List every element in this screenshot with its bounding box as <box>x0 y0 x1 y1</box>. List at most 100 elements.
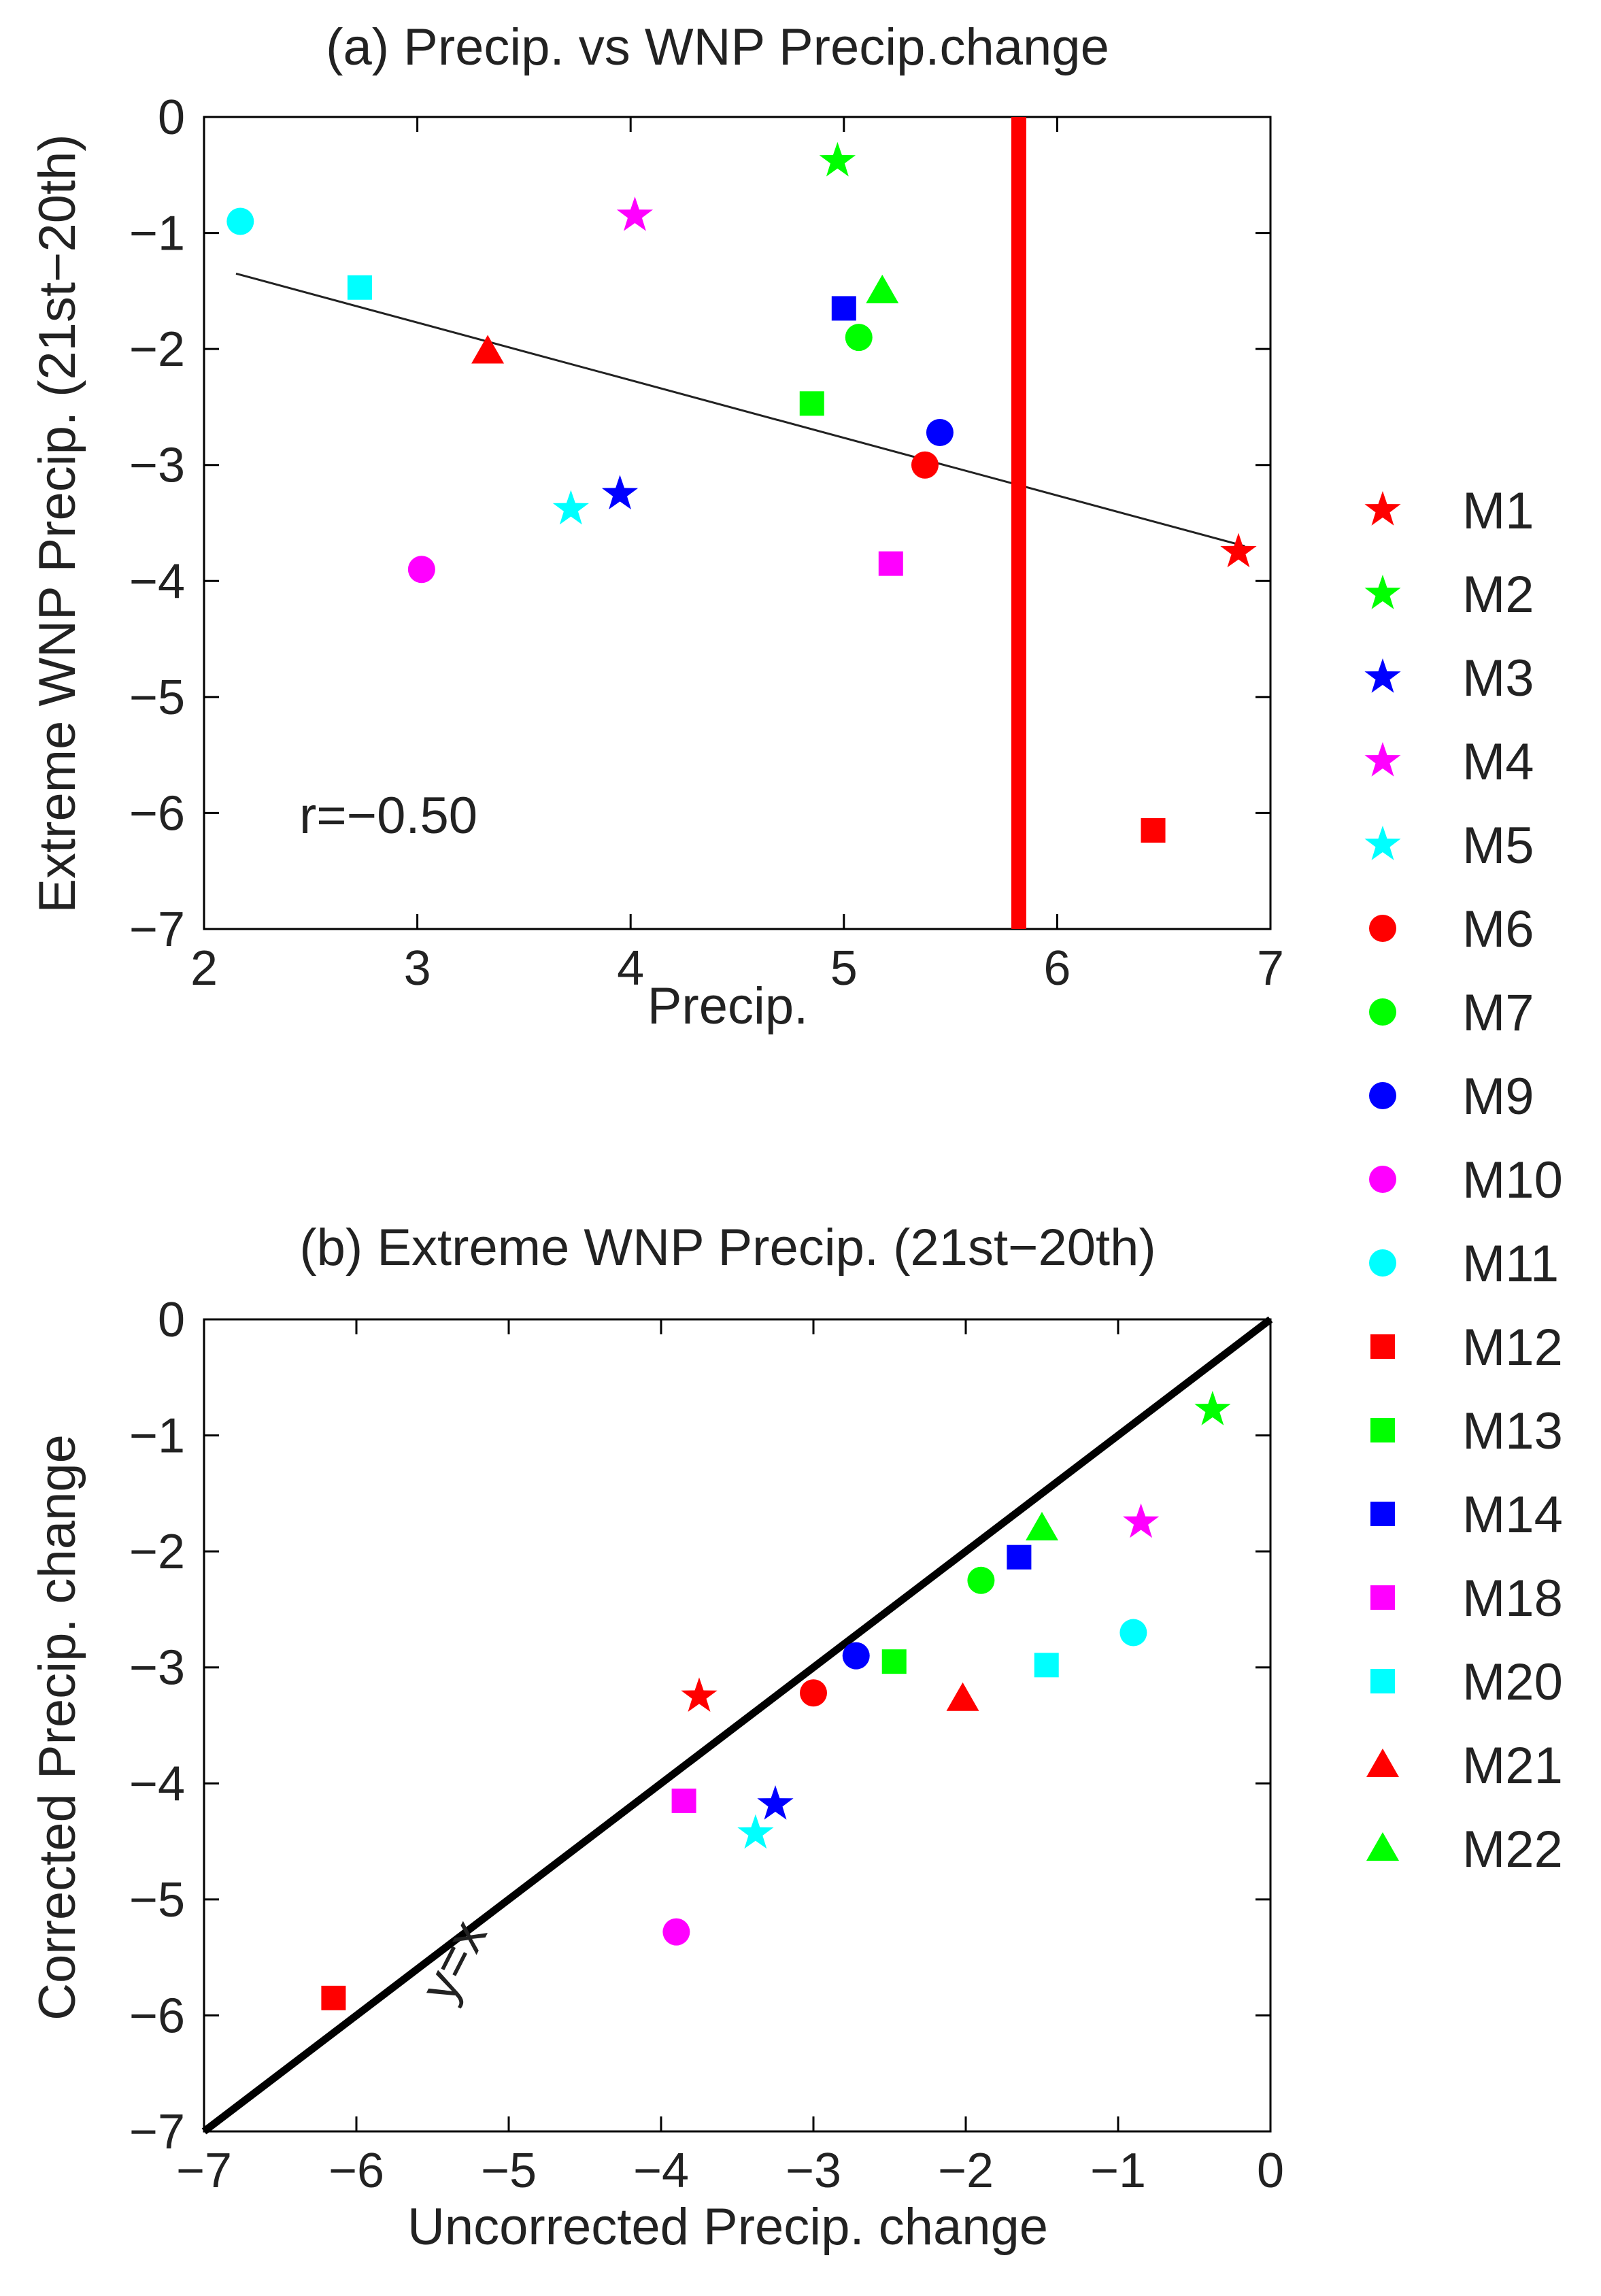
data-point-m9: M9 <box>842 1642 870 1670</box>
x-tick-label: −1 <box>1090 2144 1146 2198</box>
legend-label-m13: M13 <box>1462 1402 1563 1460</box>
data-point-m20: M20 <box>1034 1653 1059 1678</box>
data-point-m11: M11 <box>1119 1619 1147 1647</box>
legend-label-m2: M2 <box>1462 566 1534 624</box>
legend-label-m7: M7 <box>1462 984 1534 1042</box>
panel-a-points: M1 M2 M3 M4 M5 M6 M7 M9 M10 M11 M12 M13 M14 M18 M20 M21… <box>226 141 1257 843</box>
x-tick-label: 2 <box>190 941 218 996</box>
legend-label-m21: M21 <box>1462 1737 1563 1795</box>
y-tick-label: −1 <box>129 1409 185 1464</box>
data-point-m22: M22 <box>1026 1512 1058 1541</box>
legend-label-m14: M14 <box>1462 1486 1563 1544</box>
x-tick-label: 7 <box>1257 941 1284 996</box>
legend: M1 M2 M3 M4 M5 M6 M7 M9 M10 M11 M12 M13 M14 M18 M20 M21… <box>1364 482 1563 1878</box>
data-point-m1: M1 <box>681 1677 718 1712</box>
panel-b-lines <box>201 1316 1273 2135</box>
data-point-m21: M21 <box>471 335 505 364</box>
data-point-m3: M3 <box>601 475 639 509</box>
legend-label-m22: M22 <box>1462 1821 1563 1878</box>
legend-label-m18: M18 <box>1462 1570 1563 1627</box>
data-point-m20: M20 <box>347 275 372 300</box>
data-point-m18: M18 <box>878 551 903 576</box>
legend-label-m9: M9 <box>1462 1068 1534 1126</box>
y-tick-label: −3 <box>129 439 185 493</box>
data-point-m12: M12 <box>321 1985 346 2010</box>
y-tick-label: −2 <box>129 1525 185 1579</box>
data-point-m2: M2 <box>1194 1391 1231 1425</box>
legend-label-m1: M1 <box>1462 482 1534 540</box>
data-point-m12: M12 <box>1141 818 1166 843</box>
data-point-m2: M2 <box>819 141 856 177</box>
x-tick-label: 4 <box>617 941 644 996</box>
x-tick-label: −4 <box>633 2144 689 2198</box>
y-tick-label: −7 <box>129 2105 185 2159</box>
x-tick-label: 3 <box>404 941 431 996</box>
legend-marker-m11 <box>1369 1249 1396 1277</box>
data-point-m7: M7 <box>845 324 873 352</box>
identity-line-label: y=x <box>409 1911 498 2010</box>
data-point-m6: M6 <box>800 1679 827 1707</box>
legend-label-m4: M4 <box>1462 733 1534 791</box>
y-tick-label: 0 <box>158 90 185 145</box>
data-point-m9: M9 <box>926 418 954 446</box>
data-point-m6: M6 <box>911 451 939 479</box>
y-tick-label: −5 <box>129 671 185 725</box>
legend-marker-m6 <box>1369 915 1396 942</box>
panel-a-ylabel: Extreme WNP Precip. (21st−20th) <box>29 134 86 913</box>
data-point-m3: M3 <box>757 1785 794 1820</box>
data-point-m13: M13 <box>881 1649 907 1674</box>
y-tick-label: −6 <box>129 1989 185 2043</box>
x-tick-label: −5 <box>481 2144 537 2198</box>
identity-line <box>201 1316 1273 2135</box>
legend-label-m20: M20 <box>1462 1653 1563 1711</box>
panel-a: (a) Precip. vs WNP Precip.change 2 3 4 5 6 7 0… <box>29 18 1284 1035</box>
panel-b-xlabel: Uncorrected Precip. change <box>407 2198 1048 2256</box>
panel-a-title: (a) Precip. vs WNP Precip.change <box>326 18 1109 76</box>
legend-marker-m5 <box>1364 826 1401 860</box>
data-point-m13: M13 <box>799 391 824 416</box>
data-point-m10: M10 <box>407 556 435 584</box>
legend-label-m3: M3 <box>1462 649 1534 707</box>
x-tick-label: −6 <box>328 2144 384 2198</box>
data-point-m14: M14 <box>1007 1544 1032 1570</box>
legend-marker-m2 <box>1364 575 1401 609</box>
y-tick-label: −7 <box>129 902 185 957</box>
panel-b-title: (b) Extreme WNP Precip. (21st−20th) <box>299 1219 1156 1277</box>
data-point-m10: M10 <box>662 1918 690 1946</box>
data-point-m21: M21 <box>946 1682 979 1711</box>
legend-label-m6: M6 <box>1462 900 1534 958</box>
legend-marker-m3 <box>1364 658 1401 693</box>
data-point-m4: M4 <box>1123 1503 1160 1538</box>
legend-marker-m9 <box>1369 1082 1396 1109</box>
legend-marker-m7 <box>1369 998 1396 1026</box>
panel-b-plot-frame <box>203 1318 1272 2133</box>
y-tick-label: −1 <box>129 207 185 261</box>
panel-b: (b) Extreme WNP Precip. (21st−20th) −7 −6… <box>29 1219 1284 2256</box>
x-tick-label: −7 <box>176 2144 232 2198</box>
y-tick-label: 0 <box>158 1293 185 1347</box>
data-point-m18: M18 <box>671 1788 696 1813</box>
data-point-m22: M22 <box>866 274 899 303</box>
y-tick-label: −4 <box>129 554 185 609</box>
panel-a-xlabel: Precip. <box>647 977 809 1035</box>
legend-label-m11: M11 <box>1462 1235 1559 1293</box>
legend-marker-m12 <box>1370 1334 1395 1359</box>
legend-marker-m1 <box>1364 491 1401 526</box>
data-point-m7: M7 <box>967 1566 995 1594</box>
legend-marker-m4 <box>1364 742 1401 777</box>
x-tick-label: 5 <box>830 941 858 996</box>
legend-label-m12: M12 <box>1462 1319 1563 1377</box>
panel-a-ticks: 2 3 4 5 6 7 0 −1 −2 −3 −4 −5 −6 −7 <box>129 90 1284 996</box>
data-point-m14: M14 <box>831 296 856 321</box>
legend-marker-m21 <box>1366 1749 1399 1777</box>
y-tick-label: −4 <box>129 1757 185 1811</box>
y-tick-label: −2 <box>129 322 185 377</box>
y-tick-label: −6 <box>129 786 185 841</box>
panel-b-ylabel: Corrected Precip. change <box>29 1434 86 2021</box>
panel-a-plot-frame <box>203 116 1272 930</box>
correlation-annotation: r=−0.50 <box>299 787 477 845</box>
panel-a-lines <box>235 117 1245 929</box>
data-point-m1: M1 <box>1220 533 1257 568</box>
x-tick-label: 0 <box>1257 2144 1284 2198</box>
